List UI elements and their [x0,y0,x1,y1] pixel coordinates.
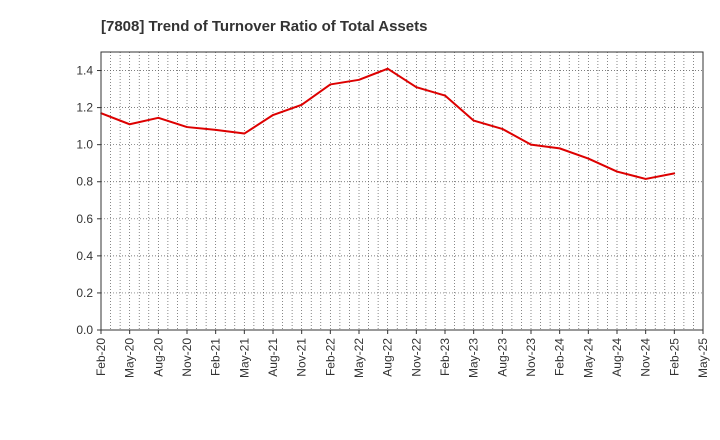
data-point [444,94,446,97]
data-point [673,172,676,175]
data-point [157,116,160,119]
grid-lines [101,52,703,330]
data-point [616,170,618,173]
data-point [530,143,532,146]
x-tick-label: Feb-24 [553,338,567,376]
x-tick-label: May-23 [467,338,481,378]
x-tick-label: Feb-23 [438,338,452,376]
y-tick-label: 0.8 [76,175,93,189]
data-point [186,126,188,128]
data-point [358,79,360,81]
data-point [501,128,504,130]
x-tick-label: Aug-24 [610,338,624,377]
x-tick-label: Aug-23 [495,338,509,377]
x-tick-label: Aug-22 [381,338,395,377]
x-tick-label: Feb-20 [94,338,108,376]
x-tick-label: May-24 [581,338,595,378]
x-tick-label: May-25 [696,338,710,378]
x-tick-label: Aug-20 [151,338,165,377]
x-tick-label: Nov-22 [409,338,423,377]
x-tick-label: Feb-25 [667,338,681,376]
x-axis-ticks: Feb-20 May-20 Aug-20 Nov-20 Feb-21 May-21 Aug-… [94,330,710,378]
x-tick-label: May-21 [237,338,251,378]
data-point [472,119,475,122]
x-tick-label: Feb-21 [209,338,223,376]
y-tick-label: 0.2 [76,286,93,300]
x-tick-label: Nov-21 [295,338,309,377]
y-tick-label: 1.0 [76,138,93,152]
y-tick-label: 0.0 [76,323,93,337]
plot-frame [100,51,704,331]
series-group [100,67,676,180]
data-point [128,123,131,126]
x-tick-label: May-22 [352,338,366,378]
x-tick-label: Aug-21 [266,338,280,377]
y-axis-ticks: 0.0 0.2 0.4 0.6 0.8 1.0 1.2 1.4 [76,64,101,337]
data-point [214,129,217,131]
y-tick-label: 0.6 [76,212,93,226]
data-point [644,178,647,180]
x-tick-label: Nov-24 [639,338,653,377]
x-tick-label: Nov-20 [180,338,194,377]
data-point [386,67,389,70]
x-tick-label: May-20 [123,338,137,378]
chart-title: [7808] Trend of Turnover Ratio of Total … [101,18,427,35]
data-point [300,104,303,106]
data-point [558,147,561,150]
x-tick-label: Nov-23 [524,338,538,377]
data-point [272,114,274,116]
y-tick-label: 1.2 [76,101,93,115]
x-tick-label: Feb-22 [323,338,337,376]
data-point [329,83,332,86]
y-tick-label: 1.4 [76,64,93,78]
y-tick-label: 0.4 [76,249,93,263]
data-point [243,132,246,135]
data-point [587,157,590,160]
data-point [415,86,418,89]
